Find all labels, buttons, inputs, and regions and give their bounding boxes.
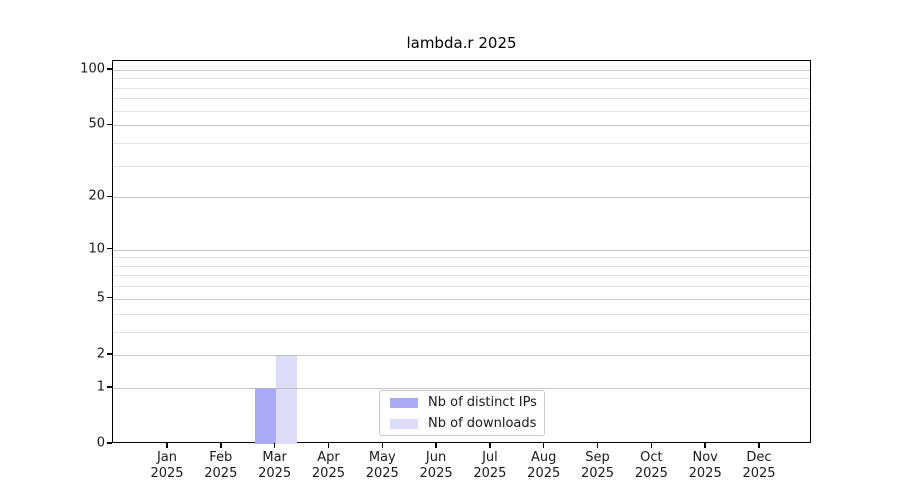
x-tick-label-feb: Feb 2025 [191,450,251,482]
x-tick-year: 2025 [150,466,184,481]
x-tick-mark [327,443,330,448]
gridline-major [113,69,810,71]
x-tick-label-dec: Dec 2025 [729,450,789,482]
x-tick-mark [273,443,276,448]
legend-label-distinct-ips: Nb of distinct IPs [428,395,537,410]
x-tick-year: 2025 [258,466,292,481]
x-tick-mark [650,443,653,448]
y-tick-mark [107,353,112,355]
y-tick-label: 1 [96,379,105,395]
gridline-minor [113,257,810,259]
plot-area [112,60,811,444]
x-tick-label-nov: Nov 2025 [675,450,735,482]
y-tick-label: 100 [80,61,105,77]
x-tick-label-oct: Oct 2025 [621,450,681,482]
x-tick-mark [435,443,437,448]
x-tick-year: 2025 [204,466,238,481]
y-tick-label: 5 [96,290,105,306]
x-tick-label-jul: Jul 2025 [460,450,520,482]
y-tick-mark [107,247,112,250]
x-tick-year: 2025 [311,466,345,481]
x-tick-year: 2025 [634,466,668,481]
y-tick-label: 50 [88,116,105,132]
y-tick-label: 0 [96,435,105,451]
y-tick-mark [107,386,112,388]
gridline-minor [113,286,810,288]
gridline-major [113,387,810,389]
gridline-major [113,197,810,199]
x-tick-year: 2025 [688,466,722,481]
gridline-minor [113,265,810,267]
bar-downloads-mar [275,354,297,444]
x-tick-mark [220,443,222,448]
x-tick-year: 2025 [473,466,507,481]
bar-distinct-ips-mar [254,387,276,444]
gridline-minor [113,142,810,144]
gridline-minor [113,98,810,100]
gridline-minor [113,313,810,315]
y-tick-mark [107,68,112,70]
x-tick-mark [758,443,760,448]
gridline-minor [113,78,810,80]
legend-label-downloads: Nb of downloads [428,416,537,431]
y-tick-mark [107,123,112,125]
y-tick-label: 20 [88,188,105,204]
gridline-major [113,249,810,251]
x-tick-year: 2025 [580,466,615,481]
x-tick-label-mar: Mar 2025 [245,450,305,482]
legend-item-downloads: Nb of downloads [380,415,544,433]
x-tick-label-jan: Jan 2025 [137,450,197,482]
x-tick-label-aug: Aug 2025 [514,450,574,482]
chart-title: lambda.r 2025 [406,34,517,52]
x-tick-mark [166,443,168,448]
x-tick-year: 2025 [742,466,776,481]
gridline-minor [113,165,810,167]
x-tick-mark [704,443,706,448]
y-tick-mark [107,195,112,197]
legend-swatch-downloads [390,418,418,429]
x-tick-year: 2025 [365,466,399,481]
y-tick-label: 10 [88,241,105,257]
gridline-major [113,298,810,300]
x-tick-year: 2025 [527,466,561,481]
x-tick-label-apr: Apr 2025 [298,450,358,482]
gridline-minor [113,87,810,89]
x-tick-label-sep: Sep 2025 [568,450,628,482]
x-tick-mark [596,443,599,448]
y-tick-mark [107,297,112,299]
legend: Nb of distinct IPs Nb of downloads [379,390,545,436]
x-tick-label-may: May 2025 [352,450,412,482]
gridline-minor [113,275,810,277]
x-tick-label-jun: Jun 2025 [406,450,466,482]
y-tick-mark [107,442,112,444]
gridline-major [113,354,810,356]
x-tick-year: 2025 [419,466,453,481]
x-tick-mark [381,443,383,448]
x-tick-mark [489,443,491,448]
gridline-major [113,125,810,127]
x-tick-mark [543,443,545,448]
legend-item-distinct-ips: Nb of distinct IPs [380,394,544,412]
gridline-minor [113,110,810,112]
legend-swatch-distinct-ips [390,397,418,408]
gridline-minor [113,331,810,333]
y-tick-label: 2 [96,346,105,362]
